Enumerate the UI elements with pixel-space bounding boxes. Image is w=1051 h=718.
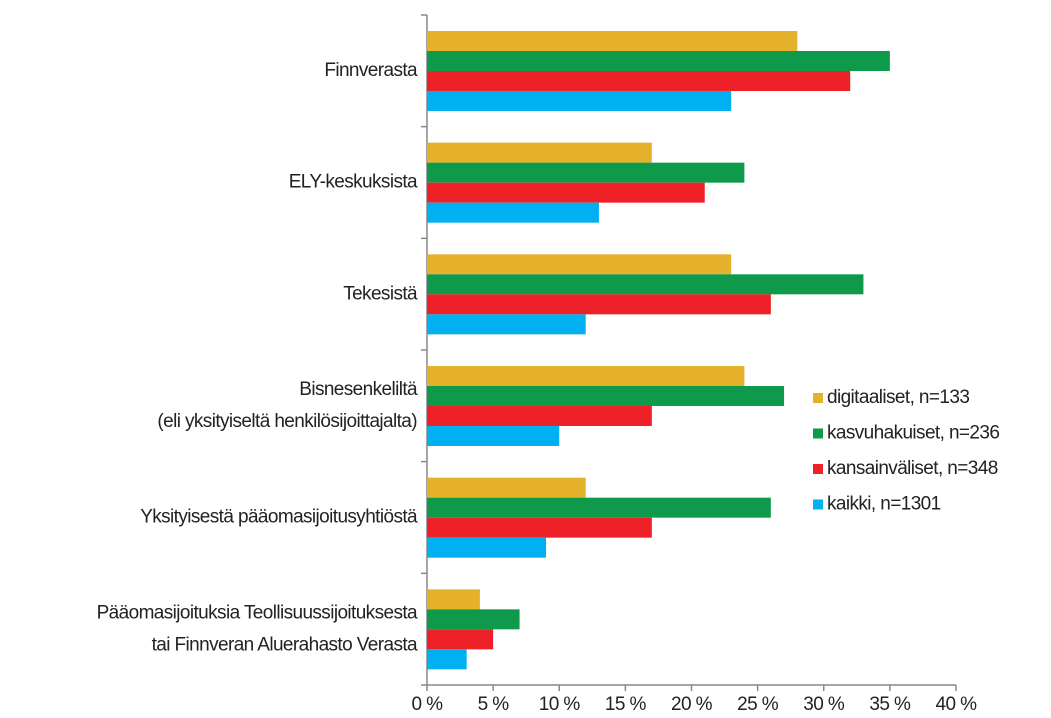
bar <box>427 142 652 163</box>
bar <box>427 609 520 630</box>
x-tick-label: 20 % <box>671 694 713 715</box>
bar <box>427 477 586 498</box>
bar <box>427 366 745 386</box>
y-tick-label: Pääomasijoituksia Teollisuussijoituksest… <box>97 602 418 623</box>
bar <box>427 537 547 558</box>
bar <box>427 386 785 406</box>
x-tick-label: 5 % <box>478 694 510 715</box>
bar <box>427 254 732 275</box>
y-tick-label: ELY-keskuksista <box>289 172 418 193</box>
y-tick-label: (eli yksityiseltä henkilösijoittajalta) <box>157 411 417 432</box>
legend-label: kaikki, n=1301 <box>827 494 941 515</box>
y-tick-label: Yksityisestä pääomasijoitusyhtiöstä <box>140 507 418 528</box>
y-tick-label: Finnverasta <box>324 60 418 81</box>
legend-label: kasvuhakuiset, n=236 <box>827 423 999 444</box>
bar <box>427 497 771 518</box>
y-tick-label: Bisnesenkeliltä <box>299 379 418 400</box>
bar <box>427 629 494 650</box>
bar <box>427 314 586 335</box>
x-tick-label: 30 % <box>803 694 845 715</box>
bar <box>427 649 467 670</box>
legend-swatch <box>813 464 823 474</box>
y-tick-label: Tekesistä <box>343 283 418 304</box>
x-tick-label: 25 % <box>737 694 779 715</box>
bar <box>427 426 560 446</box>
legend-swatch <box>813 393 823 403</box>
legend-swatch <box>813 499 823 510</box>
bar <box>427 294 771 315</box>
bar <box>427 517 652 538</box>
x-tick-label: 0 % <box>412 694 444 715</box>
bar <box>427 406 652 426</box>
bar <box>427 162 745 183</box>
legend-swatch <box>813 428 823 439</box>
x-tick-label: 15 % <box>605 694 647 715</box>
bar <box>427 274 864 295</box>
legend-label: digitaaliset, n=133 <box>827 387 969 408</box>
bar <box>427 589 480 610</box>
bar <box>427 91 732 111</box>
bar <box>427 202 599 223</box>
x-tick-label: 40 % <box>936 694 978 715</box>
y-tick-label: tai Finnveran Aluerahasto Verasta <box>152 634 418 655</box>
bar <box>427 71 851 91</box>
bar <box>427 182 705 203</box>
x-tick-label: 10 % <box>539 694 581 715</box>
x-tick-label: 35 % <box>869 694 911 715</box>
legend-label: kansainväliset, n=348 <box>827 458 998 479</box>
bar <box>427 31 798 51</box>
bar <box>427 51 890 71</box>
